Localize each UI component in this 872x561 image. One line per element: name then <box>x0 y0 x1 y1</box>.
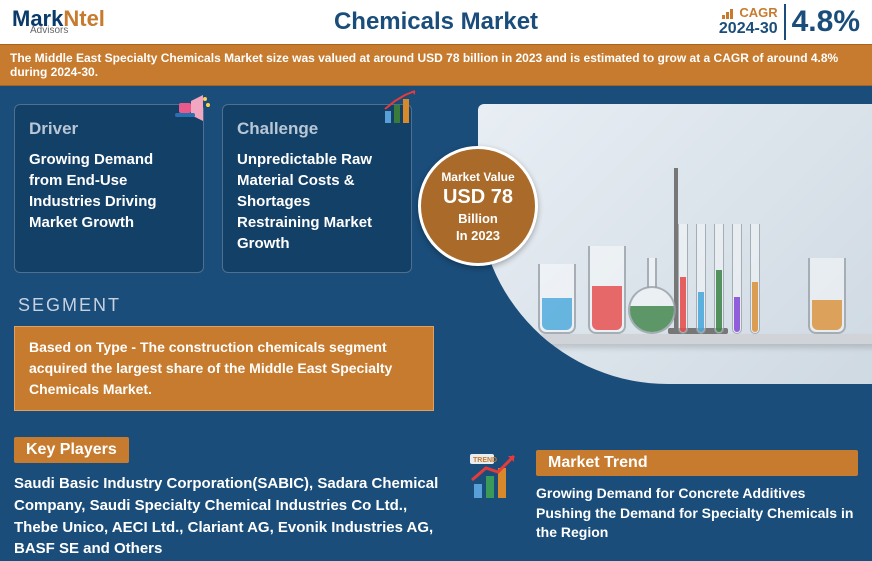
driver-card: Driver Growing Demand from End-Use Indus… <box>14 104 204 273</box>
cagr-years: 2024-30 <box>719 20 778 38</box>
growth-chart-icon <box>381 89 421 129</box>
lab-photo <box>478 104 872 384</box>
cagr-label-text: CAGR <box>739 5 777 20</box>
market-trend-text: Growing Demand for Concrete Additives Pu… <box>536 484 858 543</box>
bar-chart-icon <box>722 9 736 19</box>
flask-bulb <box>628 286 676 334</box>
round-flask <box>628 258 676 334</box>
cagr-percent: 4.8% <box>792 5 860 39</box>
test-tube <box>678 224 688 334</box>
trend-column: Market Trend Growing Demand for Concrete… <box>536 450 858 543</box>
beaker <box>808 258 846 334</box>
market-trend-chip: Market Trend <box>536 450 858 476</box>
key-players-chip: Key Players <box>14 437 129 463</box>
page-title: Chemicals Market <box>334 8 538 36</box>
market-trend-section: TREND Market Trend Growing Demand for Co… <box>468 450 858 543</box>
segment-box: Based on Type - The construction chemica… <box>14 326 434 411</box>
beaker <box>538 264 576 334</box>
svg-text:TREND: TREND <box>473 457 497 464</box>
challenge-label: Challenge <box>237 119 397 139</box>
test-tube <box>750 224 760 334</box>
beaker <box>588 246 626 334</box>
lab-shelf <box>478 334 872 344</box>
challenge-text: Unpredictable Raw Material Costs & Short… <box>237 149 397 254</box>
top-bar: MarkNtel Advisors Chemicals Market CAGR … <box>0 0 872 44</box>
market-value-year: In 2023 <box>456 228 500 243</box>
lab-scene <box>478 104 872 384</box>
driver-text: Growing Demand from End-Use Industries D… <box>29 149 189 233</box>
tube-liquid <box>716 270 722 332</box>
flask-neck <box>647 258 657 288</box>
cagr-left: CAGR 2024-30 <box>719 6 778 38</box>
megaphone-icon <box>173 89 213 129</box>
test-tube <box>714 224 724 334</box>
market-value-label: Market Value <box>441 170 514 184</box>
cagr-box: CAGR 2024-30 4.8% <box>719 4 860 40</box>
tube-liquid <box>698 292 704 332</box>
beaker-liquid <box>812 300 842 330</box>
beaker-liquid <box>542 298 572 330</box>
main-area: Driver Growing Demand from End-Use Indus… <box>0 86 872 561</box>
trend-arrow-icon: TREND <box>468 450 522 504</box>
cagr-divider <box>784 4 786 40</box>
brand-logo: MarkNtel Advisors <box>12 8 105 36</box>
challenge-card: Challenge Unpredictable Raw Material Cos… <box>222 104 412 273</box>
test-tube <box>696 224 706 334</box>
market-value-unit: Billion <box>458 211 498 226</box>
driver-label: Driver <box>29 119 189 139</box>
market-value-badge: Market Value USD 78 Billion In 2023 <box>418 146 538 266</box>
tube-liquid <box>680 277 686 332</box>
summary-band: The Middle East Specialty Chemicals Mark… <box>0 44 872 86</box>
test-tube <box>732 224 742 334</box>
tube-liquid <box>752 282 758 332</box>
brand-subtitle: Advisors <box>30 26 105 36</box>
flask-liquid <box>630 306 674 332</box>
tube-liquid <box>734 297 740 332</box>
market-value-amount: USD 78 <box>443 186 513 209</box>
beaker-liquid <box>592 286 622 330</box>
cagr-label: CAGR <box>719 6 778 20</box>
